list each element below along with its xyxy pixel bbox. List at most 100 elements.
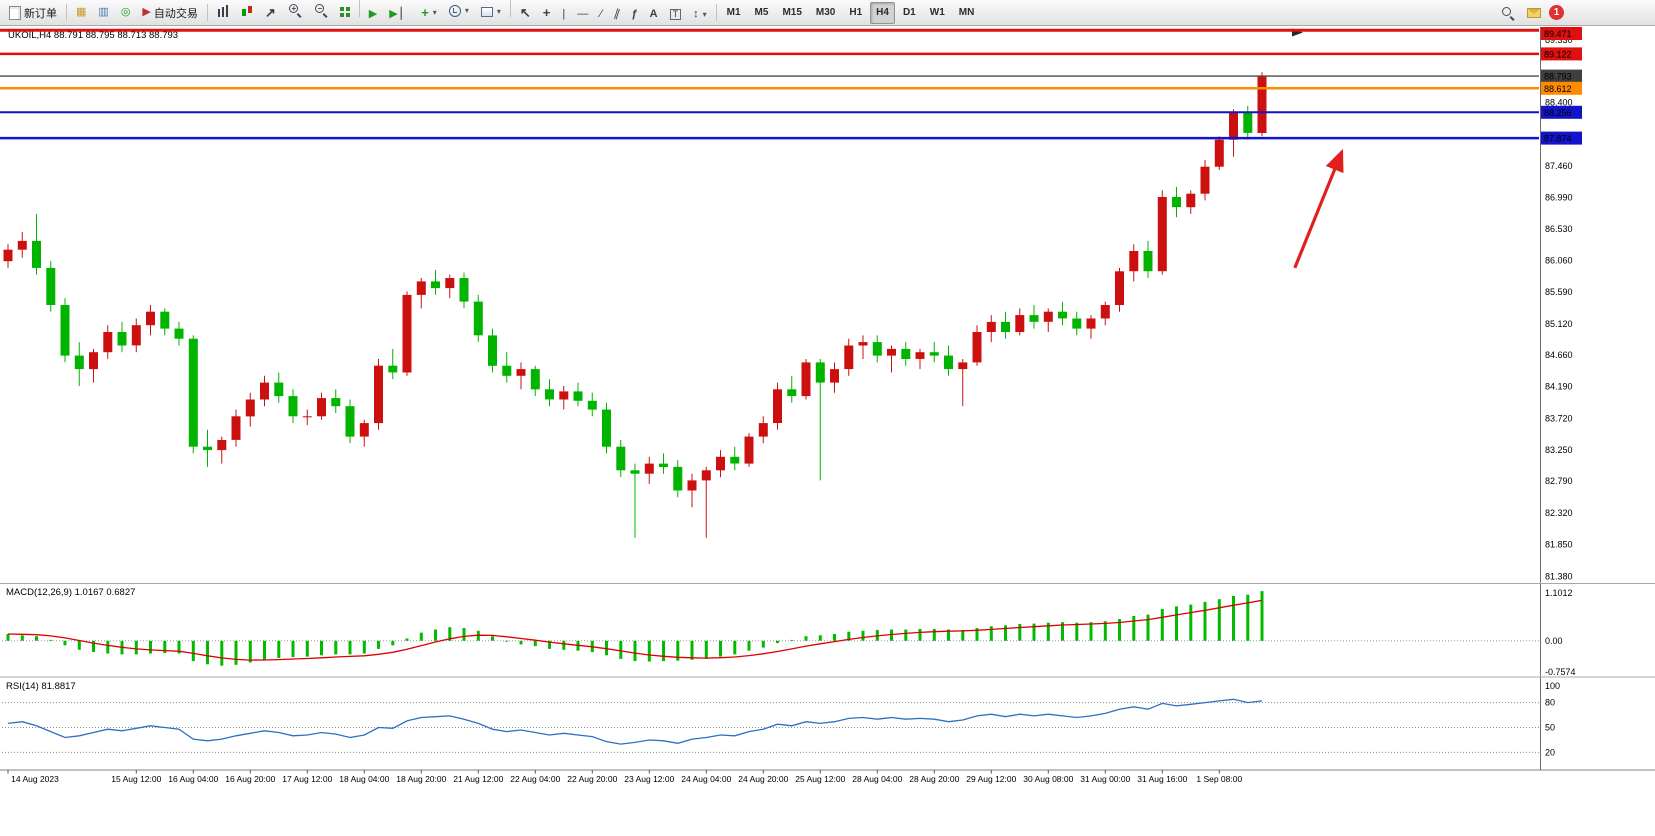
svg-text:20: 20 — [1545, 747, 1555, 757]
bar-chart-button[interactable] — [212, 0, 234, 22]
timeframe-W1[interactable]: W1 — [924, 2, 951, 24]
candles — [3, 72, 1267, 538]
templates-icon — [480, 7, 493, 18]
svg-text:80: 80 — [1545, 698, 1555, 708]
auto-scroll-button[interactable]: ▶ — [364, 4, 382, 26]
price-box-label: 88.793 — [1544, 72, 1572, 82]
timeframe-MN[interactable]: MN — [953, 2, 981, 24]
search-button[interactable] — [1496, 2, 1520, 24]
svg-text:1.1012: 1.1012 — [1545, 588, 1573, 598]
crosshair-button[interactable]: + — [538, 2, 556, 24]
indicators-icon: + — [421, 5, 429, 21]
text-button[interactable]: A — [645, 4, 663, 26]
bar-chart-icon — [216, 5, 229, 18]
timeframe-M1[interactable]: M1 — [721, 2, 747, 24]
svg-text:28 Aug 04:00: 28 Aug 04:00 — [852, 774, 902, 784]
mailbox-button[interactable] — [1522, 2, 1546, 24]
chart-canvas[interactable]: UKOIL,H4 88.791 88.795 88.713 88.79389.3… — [0, 26, 1655, 836]
vertical-line-button[interactable]: | — [557, 4, 570, 26]
horizontal-line-button[interactable]: — — [572, 4, 593, 26]
svg-text:24 Aug 20:00: 24 Aug 20:00 — [738, 774, 788, 784]
navigator-icon: ◎ — [120, 6, 131, 18]
label-button[interactable]: T — [665, 4, 687, 26]
svg-text:85.590: 85.590 — [1545, 287, 1573, 297]
svg-text:15 Aug 12:00: 15 Aug 12:00 — [111, 774, 161, 784]
svg-text:82.790: 82.790 — [1545, 476, 1573, 486]
indicators-button[interactable]: + ▾ — [416, 2, 442, 24]
symbol-ohlc-header: UKOIL,H4 88.791 88.795 88.713 88.793 — [8, 30, 178, 41]
autotrading-label: 自动交易 — [153, 7, 198, 20]
svg-text:0.00: 0.00 — [1545, 636, 1563, 646]
timeframe-M15[interactable]: M15 — [776, 2, 807, 24]
timeframe-H1[interactable]: H1 — [843, 2, 868, 24]
svg-text:81.380: 81.380 — [1545, 571, 1573, 581]
horizontal-line-icon: — — [577, 8, 589, 21]
channel-button[interactable]: ∥ — [609, 4, 625, 26]
price-axis-labels: 89.33088.40087.46086.99086.53086.06085.5… — [1545, 35, 1573, 581]
line-chart-icon: ↗ — [264, 5, 276, 21]
periods-button[interactable]: ▾ — [444, 0, 474, 22]
svg-text:83.720: 83.720 — [1545, 413, 1573, 423]
svg-text:18 Aug 04:00: 18 Aug 04:00 — [339, 774, 389, 784]
autotrading-icon: ▶ — [142, 6, 151, 18]
new-order-button[interactable]: 新订单 — [4, 2, 62, 24]
svg-text:25 Aug 12:00: 25 Aug 12:00 — [795, 774, 845, 784]
timeframe-H4[interactable]: H4 — [870, 1, 895, 24]
svg-text:84.660: 84.660 — [1545, 350, 1573, 360]
price-axis-boxes: 89.471 89.122 88.793 88.612 88.256 87.874 — [1541, 27, 1582, 145]
toolbar-separator — [66, 4, 67, 21]
annotation-arrow[interactable] — [1293, 148, 1344, 269]
fibonacci-button[interactable]: ƒ — [627, 4, 643, 26]
cursor-icon: ↖ — [519, 5, 531, 21]
svg-text:85.120: 85.120 — [1545, 319, 1573, 329]
svg-text:21 Aug 12:00: 21 Aug 12:00 — [453, 774, 503, 784]
navigator-button[interactable]: ◎ — [116, 2, 136, 24]
chart-shift-button[interactable]: ▶ ▏ — [384, 4, 414, 26]
toolbar-separator — [715, 4, 717, 21]
timeframe-M5[interactable]: M5 — [749, 2, 775, 24]
market-watch-button[interactable]: ▦ — [71, 2, 91, 24]
zoom-in-icon: + — [288, 3, 302, 17]
arrow-tools-button[interactable]: ↕ ▾ — [688, 4, 712, 26]
rsi-header: RSI(14) 81.8817 — [6, 681, 76, 692]
toolbar-separator — [206, 4, 208, 21]
svg-text:81.850: 81.850 — [1545, 540, 1573, 550]
svg-text:31 Aug 00:00: 31 Aug 00:00 — [1080, 774, 1130, 784]
notification-badge[interactable]: 1 — [1549, 5, 1564, 20]
svg-text:22 Aug 20:00: 22 Aug 20:00 — [567, 774, 617, 784]
market-watch-icon: ▦ — [76, 6, 87, 18]
zoom-in-button[interactable]: + — [283, 0, 307, 21]
toolbar: 新订单 ▦ ▥ ◎ ▶ 自动交易 ↗ + − ▶ ▶ ▏ + ▾ ▾ ▾ ↖ + | — ∕ ∥ ƒ A T ↕ ▾ M1 M… — [0, 0, 1655, 26]
zoom-out-button[interactable]: − — [309, 0, 333, 21]
vertical-line-icon: | — [562, 8, 566, 21]
data-window-button[interactable]: ▥ — [93, 2, 113, 24]
trendline-icon: ∕ — [600, 8, 603, 21]
cursor-button[interactable]: ↖ — [515, 2, 536, 24]
tile-windows-icon — [339, 7, 350, 18]
templates-button[interactable]: ▾ — [476, 1, 506, 23]
panel-toggle-group: ▦ ▥ ◎ — [70, 2, 136, 24]
line-chart-button[interactable]: ↗ — [260, 2, 281, 24]
timeframe-M30[interactable]: M30 — [810, 2, 841, 24]
macd-header: MACD(12,26,9) 1.0167 0.6827 — [6, 587, 135, 598]
macd-histogram — [6, 591, 1264, 666]
candlestick-chart-button[interactable] — [236, 0, 258, 22]
periods-icon — [448, 5, 461, 18]
svg-text:29 Aug 12:00: 29 Aug 12:00 — [966, 774, 1016, 784]
new-order-icon — [9, 5, 21, 20]
chart-background — [0, 26, 1655, 836]
timeframe-D1[interactable]: D1 — [897, 2, 922, 24]
svg-text:28 Aug 20:00: 28 Aug 20:00 — [909, 774, 959, 784]
time-axis-labels: 14 Aug 2023 15 Aug 12:00 16 Aug 04:00 16 Au… — [7, 770, 1242, 784]
mailbox-icon — [1527, 7, 1541, 18]
trendline-button[interactable]: ∕ — [595, 4, 607, 26]
svg-text:86.060: 86.060 — [1545, 255, 1573, 265]
svg-text:87.460: 87.460 — [1545, 161, 1573, 171]
svg-text:50: 50 — [1545, 723, 1555, 733]
label-icon: T — [669, 9, 682, 21]
autotrading-button[interactable]: ▶ 自动交易 — [137, 2, 202, 24]
svg-text:86.530: 86.530 — [1545, 224, 1573, 234]
auto-scroll-icon: ▶ — [368, 8, 378, 21]
tile-windows-button[interactable] — [335, 1, 355, 23]
svg-text:100: 100 — [1545, 681, 1560, 691]
